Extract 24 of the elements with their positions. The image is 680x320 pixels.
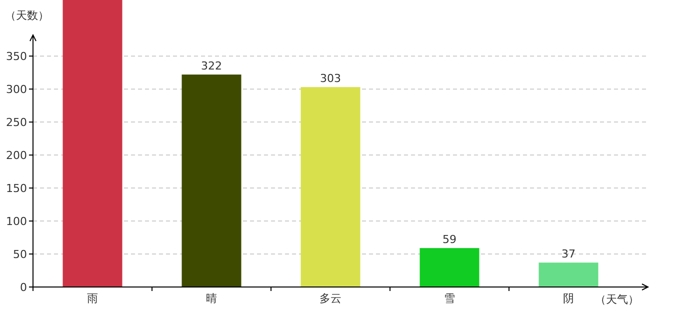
y-tick-label: 100	[6, 215, 27, 228]
bar	[62, 0, 122, 287]
x-tick-label: 晴	[206, 292, 217, 305]
y-tick-label: 50	[13, 248, 27, 262]
y-tick-label: 300	[6, 83, 27, 96]
bar	[182, 74, 242, 287]
x-axis-title: （天气）	[595, 293, 639, 306]
data-label: 59	[442, 233, 456, 246]
x-tick-label: 阴	[563, 292, 574, 305]
x-tick-label: 雨	[87, 292, 98, 305]
bar	[420, 248, 480, 287]
y-tick-label: 150	[6, 182, 27, 196]
data-label: 303	[320, 72, 341, 86]
y-tick-label: 250	[6, 116, 27, 130]
data-label: 37	[562, 248, 576, 261]
y-tick-label: 350	[6, 50, 27, 64]
x-tick-label: 多云	[320, 292, 342, 305]
y-tick-label: 200	[6, 149, 27, 162]
y-axis-title: （天数）	[5, 9, 49, 22]
x-tick-label: 雪	[444, 292, 455, 305]
bar	[300, 87, 360, 287]
data-label: 322	[201, 60, 222, 73]
y-tick-label: 0	[20, 281, 27, 294]
bar	[538, 262, 598, 287]
